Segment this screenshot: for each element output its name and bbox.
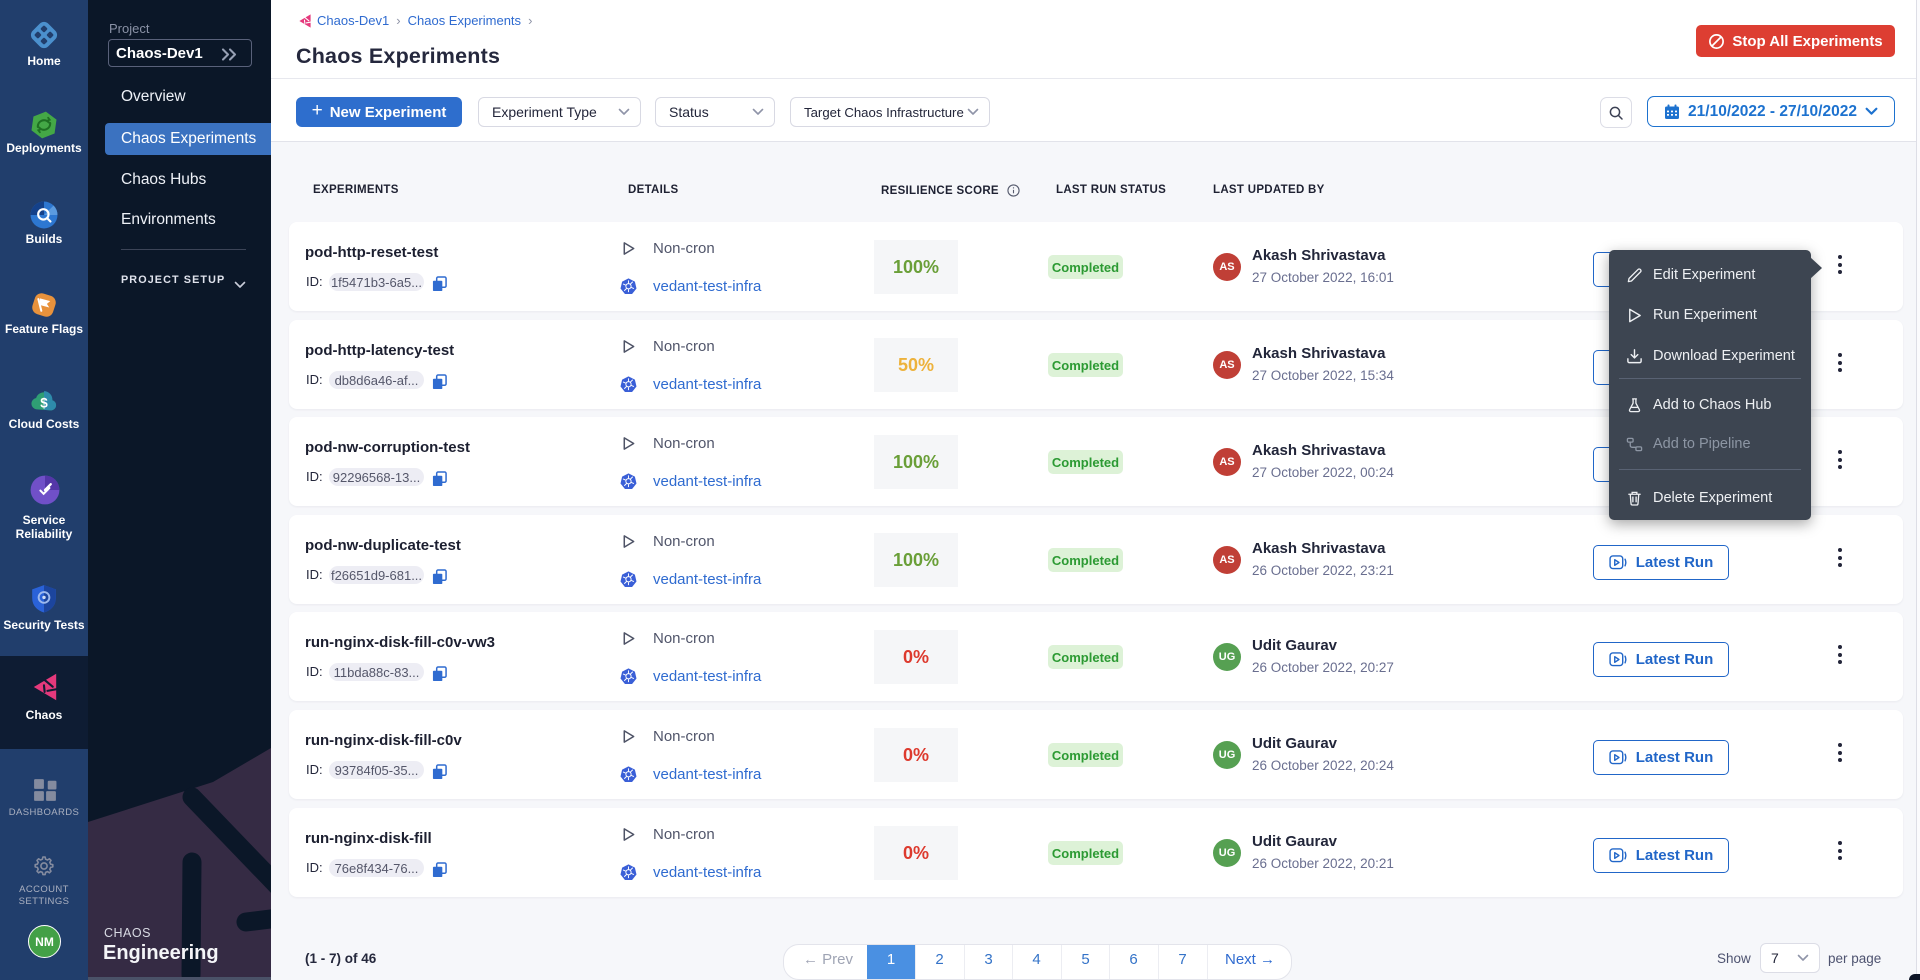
svg-text:$: $ [40,395,48,410]
